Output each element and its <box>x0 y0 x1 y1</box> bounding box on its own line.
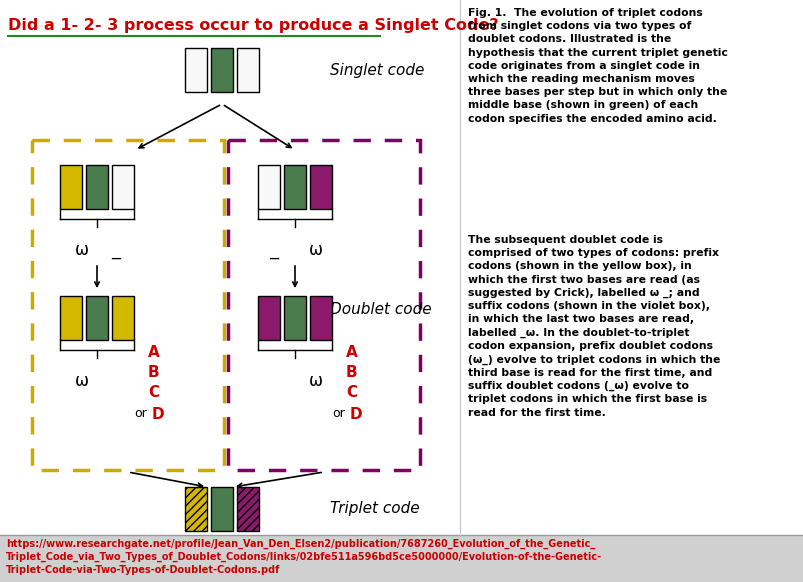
Bar <box>86 165 108 209</box>
Bar <box>60 165 82 209</box>
Bar <box>185 487 206 531</box>
Text: Doublet code: Doublet code <box>329 303 431 318</box>
Text: _: _ <box>269 241 278 259</box>
Text: D: D <box>349 407 362 422</box>
Bar <box>112 165 134 209</box>
Bar <box>258 165 279 209</box>
Text: or: or <box>332 407 344 420</box>
Text: A: A <box>345 345 357 360</box>
Text: C: C <box>148 385 159 400</box>
Text: ω: ω <box>308 241 323 259</box>
Text: A: A <box>148 345 160 360</box>
Bar <box>0 535 803 582</box>
Bar <box>210 48 233 92</box>
Bar <box>210 487 233 531</box>
Bar <box>32 140 224 470</box>
Text: or: or <box>134 407 147 420</box>
Bar <box>310 296 332 340</box>
Bar <box>228 140 419 470</box>
Bar <box>86 296 108 340</box>
Bar <box>283 165 306 209</box>
Text: Singlet code: Singlet code <box>329 62 424 77</box>
Text: Did a 1- 2- 3 process occur to produce a Singlet Code?: Did a 1- 2- 3 process occur to produce a… <box>8 18 498 33</box>
Text: B: B <box>345 365 357 380</box>
Text: The subsequent doublet code is
comprised of two types of codons: prefix
codons (: The subsequent doublet code is comprised… <box>467 235 719 418</box>
Text: Triplet code: Triplet code <box>329 502 419 516</box>
Bar <box>310 165 332 209</box>
Text: ω: ω <box>75 372 89 390</box>
Text: ω: ω <box>308 372 323 390</box>
Text: D: D <box>152 407 165 422</box>
Bar <box>237 487 259 531</box>
Text: ω: ω <box>75 241 89 259</box>
Bar <box>60 296 82 340</box>
Bar <box>112 296 134 340</box>
Bar <box>185 48 206 92</box>
Text: Fig. 1.  The evolution of triplet codons
from singlet codons via two types of
do: Fig. 1. The evolution of triplet codons … <box>467 8 727 123</box>
Text: _: _ <box>112 241 120 259</box>
Bar <box>237 48 259 92</box>
Text: C: C <box>345 385 357 400</box>
Text: https://www.researchgate.net/profile/Jean_Van_Den_Elsen2/publication/7687260_Evo: https://www.researchgate.net/profile/Jea… <box>6 539 601 575</box>
Bar <box>283 296 306 340</box>
Text: B: B <box>148 365 160 380</box>
Bar <box>258 296 279 340</box>
